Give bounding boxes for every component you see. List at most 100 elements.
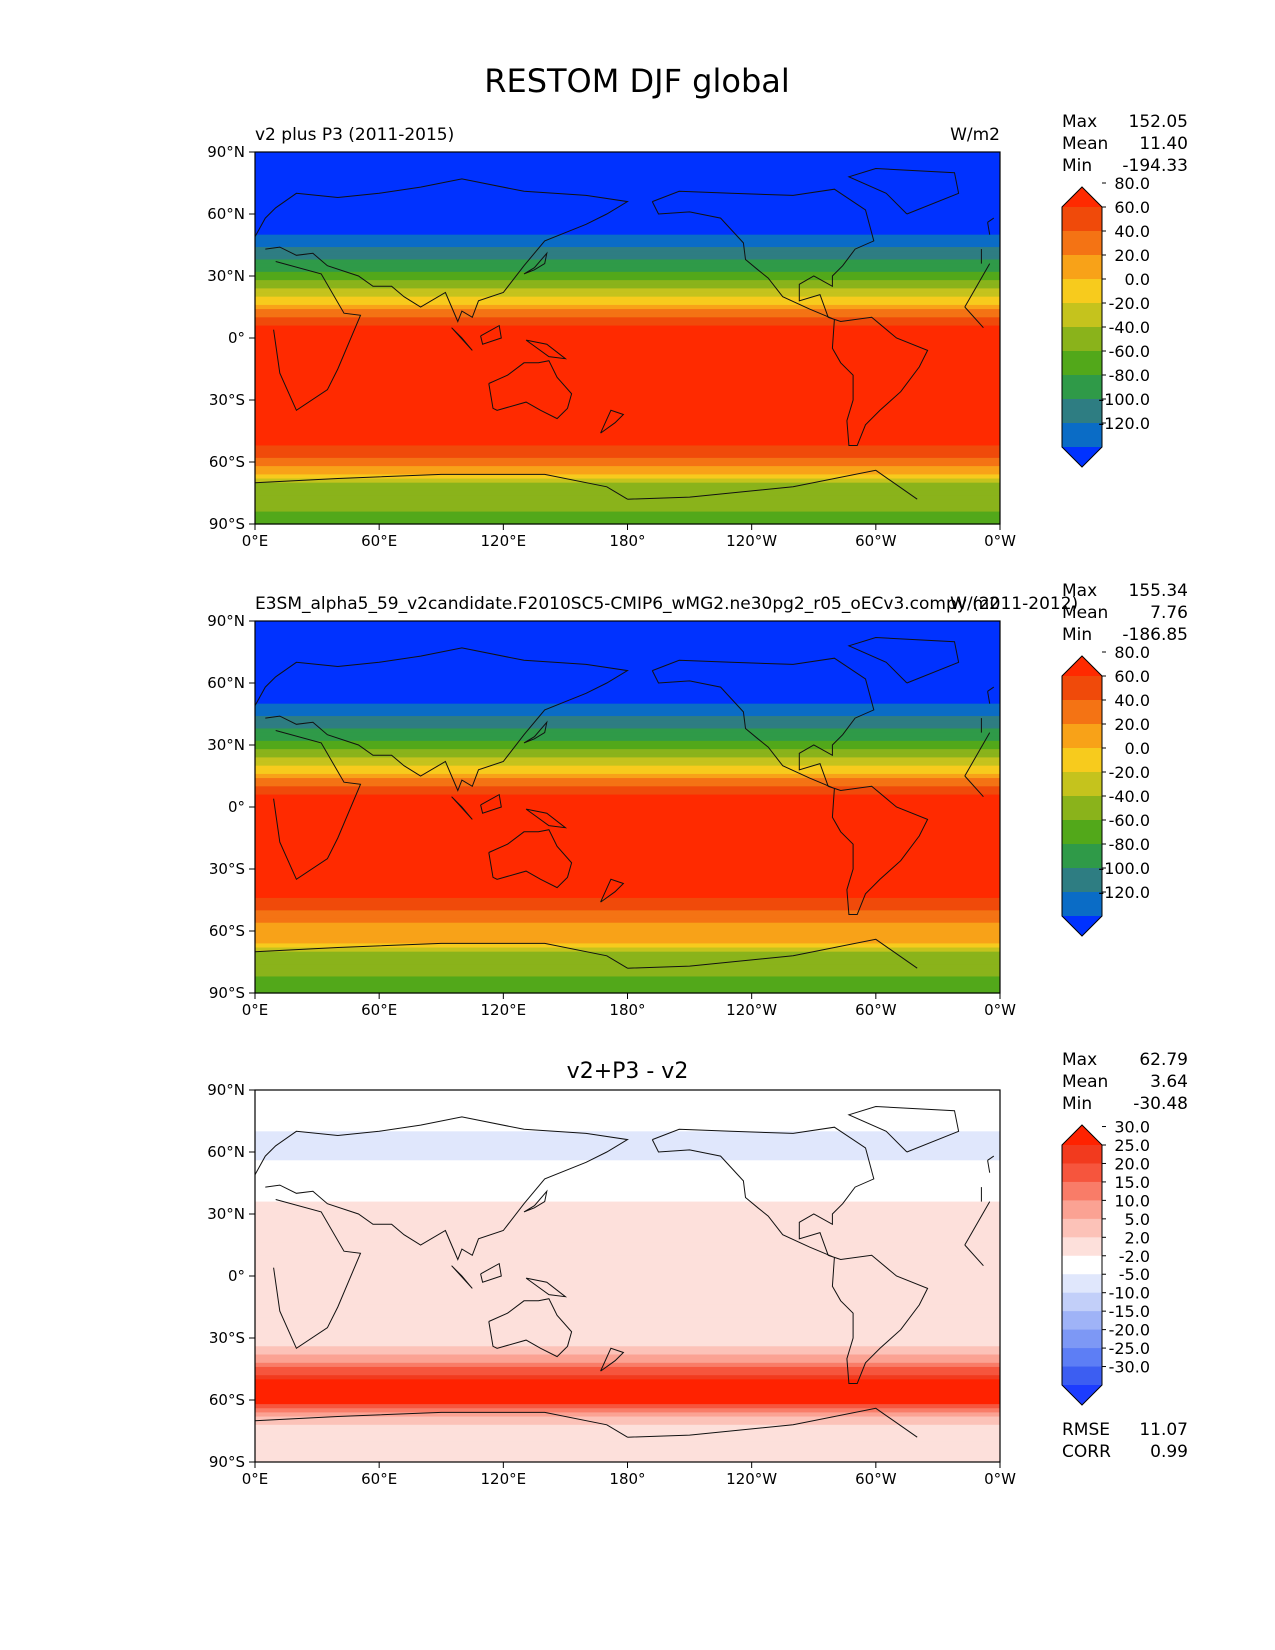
field-band (255, 1259, 1000, 1265)
field-band (255, 276, 1000, 281)
coastline (525, 339, 568, 360)
field-band (255, 1391, 1000, 1397)
field-band (255, 428, 1000, 434)
field-band (255, 968, 1000, 973)
field-band (255, 1201, 1000, 1207)
colorbar-tick-label: -2.0 (1119, 1247, 1150, 1266)
colorbar-segment (1062, 1163, 1102, 1183)
field-band (255, 1180, 1000, 1186)
field-band (255, 507, 1000, 513)
field-band (255, 1317, 1000, 1323)
field-band (255, 1371, 1000, 1376)
corr-label: CORR (1062, 1442, 1111, 1462)
colorbar-segment (1062, 1348, 1102, 1368)
colorbar-tick-label: -60.0 (1109, 811, 1150, 830)
field-band (255, 342, 1000, 347)
field-band (255, 296, 1000, 302)
colorbar-tick-label: -80.0 (1109, 835, 1150, 854)
field-band (255, 711, 1000, 717)
field-band (255, 1313, 1000, 1318)
field-band (255, 984, 1000, 990)
y-tick-label: 90°N (207, 143, 245, 161)
field-band (255, 955, 1000, 961)
field-band (255, 856, 1000, 862)
colorbar-extend-max (1062, 187, 1102, 207)
field-band (255, 313, 1000, 318)
field-band (255, 637, 1000, 643)
field-band (255, 740, 1000, 746)
field-band (255, 931, 1000, 936)
coastline (651, 188, 875, 320)
field-band (255, 309, 1000, 314)
field-band (255, 1251, 1000, 1256)
x-tick-label: 180° (609, 1001, 645, 1019)
stat-mean-label: Mean (1062, 134, 1108, 154)
colorbar-tick-label: -5.0 (1119, 1265, 1150, 1284)
field (255, 1090, 1000, 1463)
colorbar-outline (1061, 1124, 1103, 1406)
y-tick-label: 60°S (209, 922, 245, 940)
field-band (255, 1350, 1000, 1356)
field-band (255, 728, 1000, 734)
field (255, 621, 1000, 994)
field-band (255, 1271, 1000, 1277)
colorbar-segment (1062, 1218, 1102, 1238)
field-band (255, 346, 1000, 351)
colorbar-tick-label: -100.0 (1098, 390, 1150, 409)
field-band (255, 263, 1000, 269)
coastline (480, 324, 502, 345)
field-band (255, 1238, 1000, 1244)
field-band (255, 379, 1000, 385)
field-band (255, 462, 1000, 467)
coastline (523, 1189, 548, 1213)
coastline (254, 1411, 628, 1438)
colorbar-segment (1062, 868, 1102, 893)
colorbar-segment (1062, 1145, 1102, 1164)
field-band (255, 761, 1000, 767)
field-band (255, 980, 1000, 986)
coastline (488, 829, 573, 889)
field-band (255, 720, 1000, 725)
y-tick-label: 60°N (207, 205, 245, 223)
field-band (255, 1395, 1000, 1401)
field-band (255, 964, 1000, 969)
field-band (255, 773, 1000, 779)
field-band (255, 935, 1000, 940)
x-tick-label: 60°W (855, 1001, 897, 1019)
stat-max-label: Max (1062, 581, 1097, 601)
field-band (255, 897, 1000, 903)
coastline (964, 306, 984, 329)
field-band (255, 769, 1000, 775)
colorbar-extend-min (1062, 447, 1102, 467)
field-band (255, 304, 1000, 310)
field-band (255, 1292, 1000, 1298)
y-tick-label: 0° (228, 798, 245, 816)
field-band (255, 707, 1000, 713)
field-band (255, 778, 1000, 783)
x-tick-label: 60°E (361, 1470, 397, 1488)
colorbar-segment (1062, 1292, 1102, 1312)
field-band (255, 1437, 1000, 1442)
y-tick-label: 30°N (207, 267, 245, 285)
field-band (255, 495, 1000, 500)
field-band (255, 951, 1000, 957)
field-band (255, 716, 1000, 721)
field-band (255, 1276, 1000, 1281)
field-band (255, 441, 1000, 447)
field-band (255, 457, 1000, 463)
x-tick-label: 120°E (481, 1470, 527, 1488)
field-band (255, 1139, 1000, 1145)
colorbar-tick-label: -60.0 (1109, 342, 1150, 361)
field-band (255, 745, 1000, 750)
field-band (255, 420, 1000, 426)
coastline (600, 878, 625, 903)
colorbar-extend-min (1062, 916, 1102, 936)
field-band (255, 633, 1000, 639)
field-band (255, 1218, 1000, 1223)
colorbar-tick-label: 30.0 (1114, 1118, 1150, 1137)
field-band (255, 288, 1000, 294)
coastline (627, 938, 918, 969)
coastline (600, 409, 625, 434)
stat-mean-value: 11.40 (1139, 134, 1188, 154)
field-band (255, 1412, 1000, 1418)
